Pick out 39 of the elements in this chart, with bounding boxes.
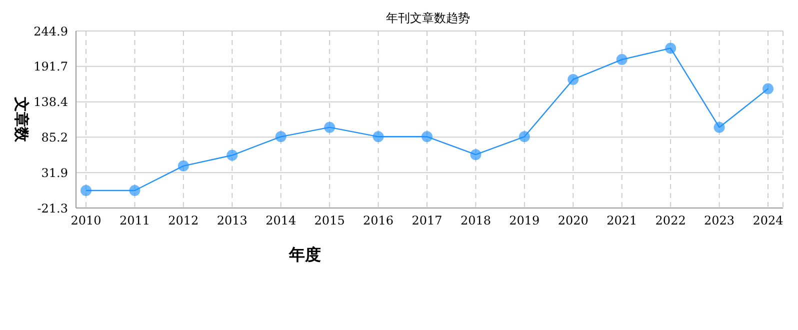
x-tick-label: 2024 bbox=[752, 214, 784, 228]
point bbox=[80, 185, 92, 196]
y-tick-label: 85.2 bbox=[41, 130, 68, 144]
y-axis-title: 文章数 bbox=[12, 96, 31, 143]
point bbox=[665, 42, 676, 54]
x-tick-label: 2022 bbox=[655, 214, 686, 228]
x-tick-label: 2015 bbox=[314, 214, 345, 228]
y-tick-label: 31.9 bbox=[41, 166, 68, 180]
point bbox=[372, 131, 384, 142]
chart-title: 年刊文章数趋势 bbox=[386, 11, 470, 25]
point bbox=[470, 149, 482, 160]
y-tick-label: 138.4 bbox=[34, 95, 68, 110]
point bbox=[275, 131, 286, 142]
x-tick-label: 2023 bbox=[704, 214, 735, 228]
point bbox=[129, 185, 140, 196]
point bbox=[324, 122, 336, 133]
point bbox=[226, 150, 238, 161]
y-tick-label: -21.3 bbox=[37, 201, 68, 216]
point bbox=[616, 54, 628, 66]
x-tick-label: 2011 bbox=[119, 214, 150, 228]
x-tick-label: 2017 bbox=[412, 214, 442, 228]
point bbox=[762, 83, 774, 94]
x-tick-label: 2021 bbox=[606, 214, 638, 228]
y-tick-label: 244.9 bbox=[34, 24, 68, 38]
x-tick-label: 2010 bbox=[70, 214, 102, 228]
point bbox=[714, 122, 725, 133]
x-tick-label: 2019 bbox=[509, 214, 540, 228]
point bbox=[178, 160, 189, 172]
x-tick-label: 2012 bbox=[168, 214, 199, 228]
x-tick-label: 2020 bbox=[558, 214, 588, 228]
x-tick-label: 2018 bbox=[460, 214, 491, 228]
x-tick-label: 2013 bbox=[216, 214, 248, 228]
x-tick-label: 2016 bbox=[363, 214, 394, 228]
point bbox=[568, 74, 579, 85]
point bbox=[422, 131, 432, 142]
point bbox=[518, 131, 530, 142]
y-tick-label: 191.7 bbox=[34, 60, 68, 74]
x-axis-title: 年度 bbox=[288, 245, 321, 264]
x-tick-label: 2014 bbox=[266, 214, 296, 228]
